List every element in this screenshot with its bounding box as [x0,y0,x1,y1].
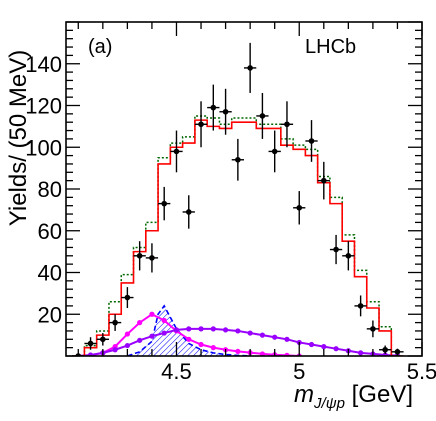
x-axis-label-subscript: J/ψp [313,395,345,412]
series-component-c-point [137,337,143,343]
data-point [173,148,180,155]
data-point [136,253,143,259]
series-component-c-point [124,342,130,349]
series-component-c-point [173,327,180,333]
series-component-c-point [161,330,167,336]
data-point [345,253,352,259]
data-point [296,204,303,211]
series-component-a-point [124,331,130,337]
axis-ticks: 4.5 5 5.5 20 40 60 80 100 120 140 [25,21,436,384]
data-point [259,113,266,119]
series-component-c-point [210,326,216,332]
y-tick-label: 40 [38,261,62,286]
series-component-c-point [308,341,315,348]
series-alternative-fit [72,115,404,356]
series-component-a-point [259,351,266,356]
series-component-a-point [198,341,204,348]
data-point [247,65,253,71]
panel-label: (a) [88,36,112,58]
series-component-c-point [235,328,241,334]
x-tick-label: 5 [293,359,305,384]
data-point [185,209,192,215]
series-component-a-point [235,348,241,355]
data-point [370,326,376,332]
series-component-c-point [186,326,192,332]
series-component-a-point [210,345,216,351]
series-component-c-point [358,350,364,356]
y-tick-label: 80 [38,177,62,202]
data-point [161,200,168,207]
data-point [271,148,278,155]
data-points-layer [72,42,404,356]
x-tick-label: 4.5 [161,359,192,384]
plot-frame [65,21,423,357]
series-component-c-point [272,334,278,340]
y-tick-label: 140 [25,52,62,77]
series-component-a-point [161,317,167,324]
data-point [235,156,241,163]
series-component-c-point [222,327,229,333]
data-point [124,294,131,301]
x-tick-label: 5.5 [407,359,436,384]
series-component-b-line [127,304,251,356]
series-component-c-point [382,352,388,356]
y-tick-label: 60 [38,219,62,244]
series-component-a-point [186,336,192,342]
series-component-a-point [149,311,155,317]
series-component-c-point [87,352,94,356]
x-axis-label-unit: [GeV] [345,381,413,408]
data-point [100,336,106,343]
data-point [382,346,388,353]
series-component-c-point [247,330,253,336]
experiment-label: LHCb [305,36,356,58]
series-component-c-point [259,332,266,338]
series-component-c-point [333,346,339,352]
data-point [210,104,217,111]
data-point [357,303,364,309]
x-axis-label-main: m [294,381,314,408]
data-point [308,138,315,144]
data-point [149,255,155,261]
y-tick-label: 20 [38,302,62,327]
series-component-a-point [284,352,290,356]
data-point [87,340,94,347]
y-axis-label: Yields/ (50 MeV) [5,50,32,227]
y-tick-label: 120 [25,94,62,119]
series-component-c-point [321,344,327,350]
data-point [222,108,229,115]
data-point [333,246,339,253]
series-component-c-point [284,336,290,342]
series-component-c-point [198,326,204,332]
data-point [320,177,327,184]
data-point [112,319,118,326]
data-point [198,121,204,128]
series-component-a-point [137,320,143,326]
series-component-c-point [112,347,118,353]
series-component-c-point [149,333,155,339]
x-axis-label: mJ/ψp [GeV] [294,381,413,412]
data-point [284,121,290,128]
y-tick-label: 100 [25,135,62,160]
